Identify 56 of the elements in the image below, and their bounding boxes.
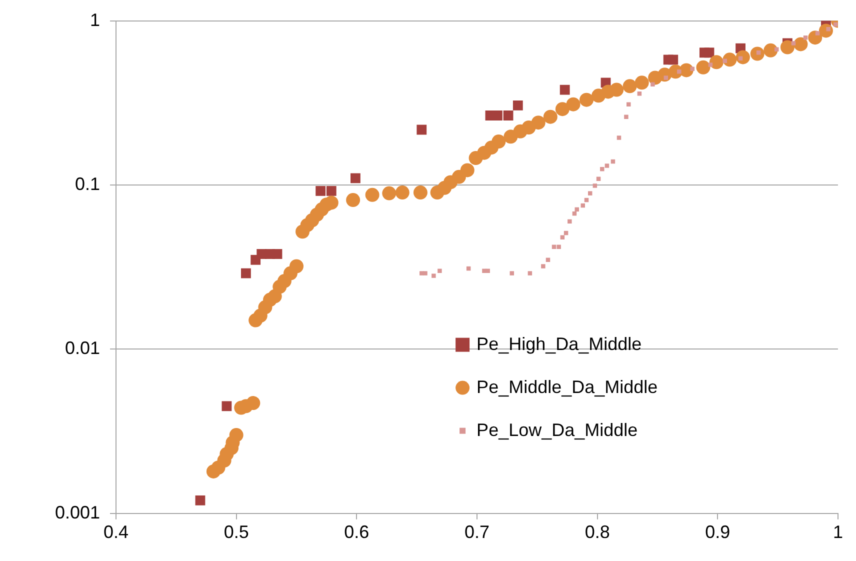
point [708,62,713,67]
y-tick-label: 0.1 [74,174,100,194]
point [624,114,628,119]
point [637,92,642,96]
y-tick-label: 0.01 [64,338,100,358]
point [791,41,796,46]
point [626,102,631,106]
point [592,184,598,188]
y-tick-label: 1 [90,10,100,30]
point [774,47,779,52]
point [664,76,668,80]
point [815,31,820,36]
x-tick-label: 0.4 [103,522,129,542]
point [241,268,251,278]
point [541,264,546,268]
point [423,271,428,276]
x-tick-label: 0.5 [224,522,249,542]
point [588,191,592,196]
point [416,124,427,135]
point [600,166,604,172]
point [616,136,622,140]
point [690,66,695,71]
point [560,235,565,240]
point [432,274,436,278]
x-tick-label: 0.8 [584,522,610,542]
point [560,84,570,95]
point [546,258,550,262]
point [668,54,678,65]
y-tick-label: 0.001 [54,502,100,522]
point [650,82,655,86]
point [552,244,556,249]
x-tick-label: 1 [832,522,844,542]
point [512,100,523,110]
point [326,186,336,196]
legend-label: Pe_Low_Da_Middle [476,420,638,440]
point [568,219,572,224]
legend-label: Pe_Middle_Da_Middle [476,376,658,397]
point [596,176,601,181]
point [556,244,561,249]
point [350,173,360,184]
point [486,268,490,273]
point [503,110,514,120]
point [222,401,232,412]
point [316,186,326,196]
x-tick-label: 0.9 [705,522,730,542]
point [704,48,714,58]
point [528,271,532,276]
x-tick-label: 0.6 [344,522,370,542]
point [195,495,206,506]
point [510,271,514,276]
point [604,164,610,168]
point [677,70,682,74]
x-tick-label: 0.7 [464,522,490,542]
legend-label: Pe_High_Da_Middle [476,334,642,354]
point [438,268,442,273]
point [272,249,282,259]
